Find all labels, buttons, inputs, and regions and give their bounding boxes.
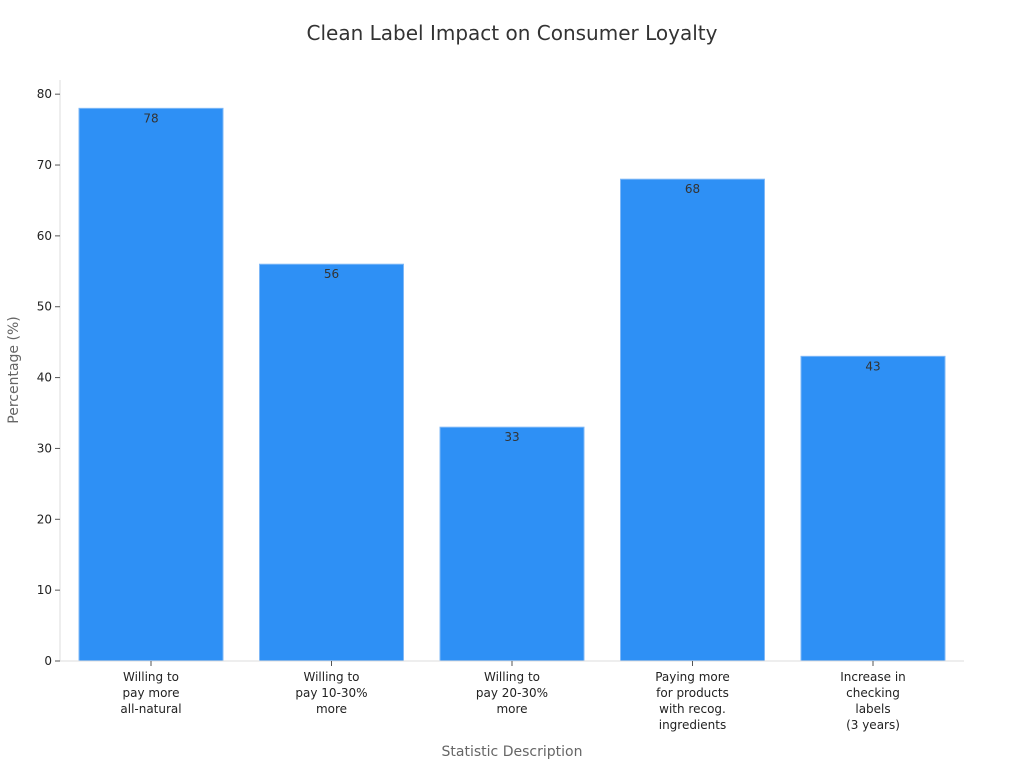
y-tick-label: 10 xyxy=(37,583,52,597)
x-tick-label: Paying more for products with recog. ingred… xyxy=(655,670,730,732)
bar xyxy=(259,263,404,662)
x-tick-label-line: pay 20-30% xyxy=(476,686,548,700)
y-tick-label: 30 xyxy=(37,441,52,455)
x-tick-label-line: pay 10-30% xyxy=(295,686,367,700)
x-tick-label-line: more xyxy=(496,702,527,716)
x-tick-label-line: (3 years) xyxy=(846,718,900,732)
bars-layer: 78 56 33 68 43 xyxy=(78,107,946,662)
x-tick-label: Willing to pay 20-30% more xyxy=(476,670,548,716)
x-tick-label: Increase in checking labels (3 years) xyxy=(840,670,906,732)
x-tick-label-line: labels xyxy=(855,702,890,716)
x-tick-label-line: pay more xyxy=(123,686,180,700)
data-label: 68 xyxy=(685,182,700,196)
x-tick-label-line: Willing to xyxy=(123,670,179,684)
x-tick-label-line: with recog. xyxy=(659,702,726,716)
x-tick-label: Willing to pay 10-30% more xyxy=(295,670,367,716)
data-label: 43 xyxy=(865,359,880,373)
x-tick-label-line: for products xyxy=(656,686,729,700)
data-label: 56 xyxy=(324,267,339,281)
chart-title: Clean Label Impact on Consumer Loyalty xyxy=(307,21,718,45)
x-tick-label-line: Increase in xyxy=(840,670,906,684)
y-tick-label: 50 xyxy=(37,300,52,314)
y-tick-label: 20 xyxy=(37,512,52,526)
x-tick-label-line: Paying more xyxy=(655,670,730,684)
x-tick-label-line: Willing to xyxy=(484,670,540,684)
x-tick-label-line: Willing to xyxy=(303,670,359,684)
data-label: 33 xyxy=(504,430,519,444)
bar xyxy=(800,355,946,662)
y-tick-label: 40 xyxy=(37,371,52,385)
y-tick-label: 70 xyxy=(37,158,52,172)
bar xyxy=(78,107,224,662)
y-tick-label: 0 xyxy=(44,654,52,668)
x-tick-label: Willing to pay more all-natural xyxy=(120,670,181,716)
bar xyxy=(439,426,585,662)
x-tick-label-line: more xyxy=(316,702,347,716)
y-tick-label: 60 xyxy=(37,229,52,243)
x-tick-label-line: all-natural xyxy=(120,702,181,716)
data-label: 78 xyxy=(143,111,158,125)
y-tick-label: 80 xyxy=(37,87,52,101)
bar xyxy=(620,178,765,662)
axes-layer: 0 10 20 30 40 50 60 70 80 Willing to pay more all-n… xyxy=(37,80,964,732)
x-tick-label-line: ingredients xyxy=(659,718,727,732)
x-axis-title: Statistic Description xyxy=(442,744,583,760)
x-tick-label-line: checking xyxy=(846,686,900,700)
y-axis-title: Percentage (%) xyxy=(6,316,22,423)
